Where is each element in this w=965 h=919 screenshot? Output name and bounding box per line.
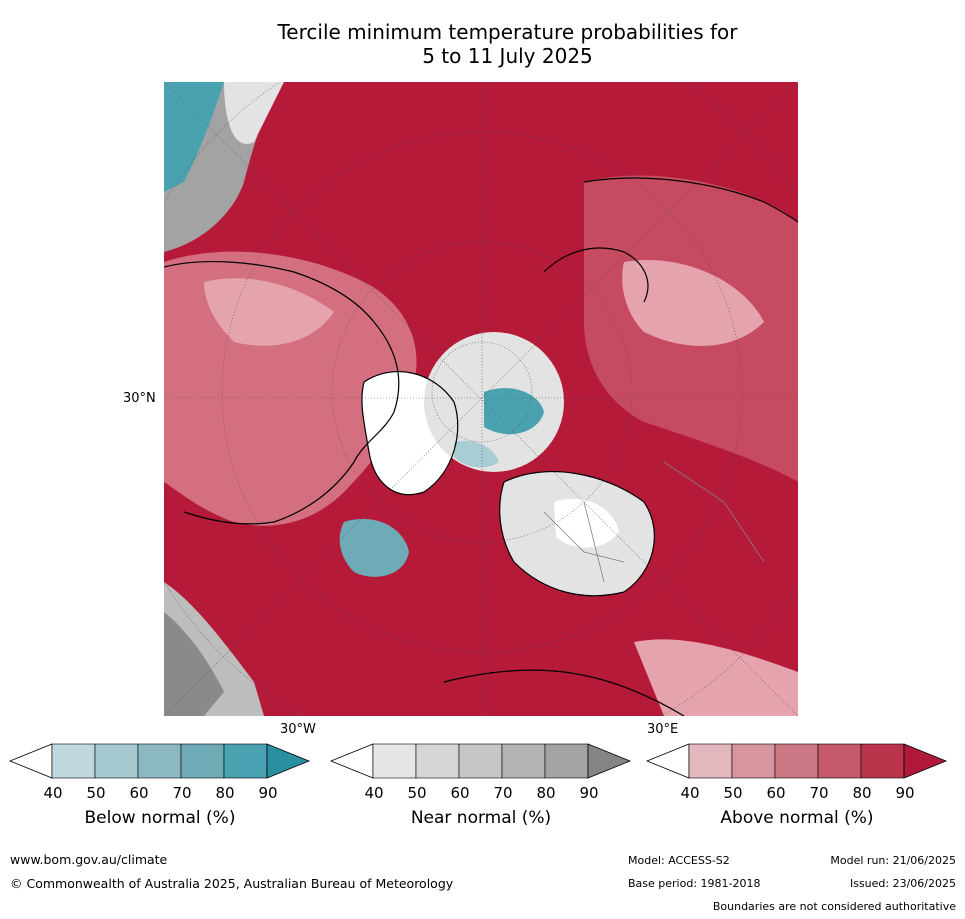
europe-white: [554, 498, 619, 548]
middle-east-light: [634, 639, 798, 716]
tick-label: 90: [895, 784, 915, 802]
graticule: [164, 82, 798, 716]
atlantic-below-normal: [339, 518, 409, 577]
tick-label: 70: [172, 784, 192, 802]
colorbar-left-extend: [8, 743, 53, 779]
colorbar-segment: [817, 743, 862, 779]
tick-label: 50: [723, 784, 743, 802]
colorbar-segment: [688, 743, 733, 779]
map-title: Tercile minimum temperature probabilitie…: [160, 20, 855, 68]
footer-issued: Issued: 23/06/2025: [849, 877, 956, 890]
colorbar-segment: [774, 743, 819, 779]
colorbar-segment: [137, 743, 182, 779]
tick-label: 60: [129, 784, 149, 802]
country-borders: [543, 461, 765, 583]
colorbar-segment: [731, 743, 776, 779]
tick-label: 40: [680, 784, 700, 802]
footer-copyright: © Commonwealth of Australia 2025, Austra…: [10, 876, 454, 891]
africa-above-normal: [434, 638, 664, 716]
footer-model-run: Model run: 21/06/2025: [830, 854, 956, 867]
colorbar-near-label: Near normal (%): [410, 808, 552, 828]
lon-label-30w: 30°W: [280, 722, 316, 737]
arctic-below-light: [454, 440, 499, 468]
colorbar-right-extend: [903, 743, 948, 779]
tick-label: 50: [86, 784, 106, 802]
colorbar-segment: [415, 743, 460, 779]
colorbar-left-extend: [329, 743, 374, 779]
tick-label: 90: [579, 784, 599, 802]
near-normal-dark-sw: [164, 612, 224, 716]
colorbar-above-normal: [645, 743, 948, 790]
colorbar-near-normal: [329, 743, 632, 790]
colorbar-segment: [544, 743, 589, 779]
tick-label: 80: [536, 784, 556, 802]
footer-disclaimer: Boundaries are not considered authoritat…: [712, 900, 956, 913]
footer-model: Model: ACCESS-S2: [628, 854, 730, 867]
colorbar-segment: [860, 743, 905, 779]
colorbar-near-graphic: [329, 743, 632, 779]
tick-label: 70: [809, 784, 829, 802]
tick-label: 80: [852, 784, 872, 802]
tick-label: 40: [364, 784, 384, 802]
colorbar-right-extend: [266, 743, 311, 779]
colorbar-segment: [501, 743, 546, 779]
arctic-below-normal: [484, 388, 544, 435]
tick-label: 80: [215, 784, 235, 802]
colorbar-segment: [94, 743, 139, 779]
title-line-2: 5 to 11 July 2025: [422, 44, 593, 68]
siberia-light: [622, 260, 764, 346]
tick-label: 90: [258, 784, 278, 802]
tick-label: 70: [493, 784, 513, 802]
polar-map: [164, 82, 798, 716]
lat-label-30n: 30°N: [123, 391, 156, 406]
footer-url: www.bom.gov.au/climate: [10, 852, 168, 867]
colorbar-below-graphic: [8, 743, 311, 779]
title-line-1: Tercile minimum temperature probabilitie…: [277, 20, 738, 44]
north-america-light: [204, 278, 334, 346]
lon-label-30e: 30°E: [647, 722, 679, 737]
tick-label: 40: [43, 784, 63, 802]
colorbar-segment: [51, 743, 96, 779]
colorbar-segment: [458, 743, 503, 779]
colorbar-segment: [372, 743, 417, 779]
colorbar-segment: [223, 743, 268, 779]
colorbar-right-extend: [587, 743, 632, 779]
tick-label: 60: [766, 784, 786, 802]
colorbar-below-label: Below normal (%): [84, 808, 236, 828]
below-normal-region-nw: [164, 82, 224, 192]
footer-base-period: Base period: 1981-2018: [628, 877, 761, 890]
tick-label: 60: [450, 784, 470, 802]
near-normal-light-nw: [224, 82, 284, 144]
coastlines: [164, 177, 798, 716]
colorbar-above-label: Above normal (%): [720, 808, 874, 828]
colorbar-below-normal: [8, 743, 311, 790]
map-graphic: [164, 82, 798, 716]
tick-label: 50: [407, 784, 427, 802]
colorbar-left-extend: [645, 743, 690, 779]
colorbar-segment: [180, 743, 225, 779]
colorbar-above-graphic: [645, 743, 948, 779]
